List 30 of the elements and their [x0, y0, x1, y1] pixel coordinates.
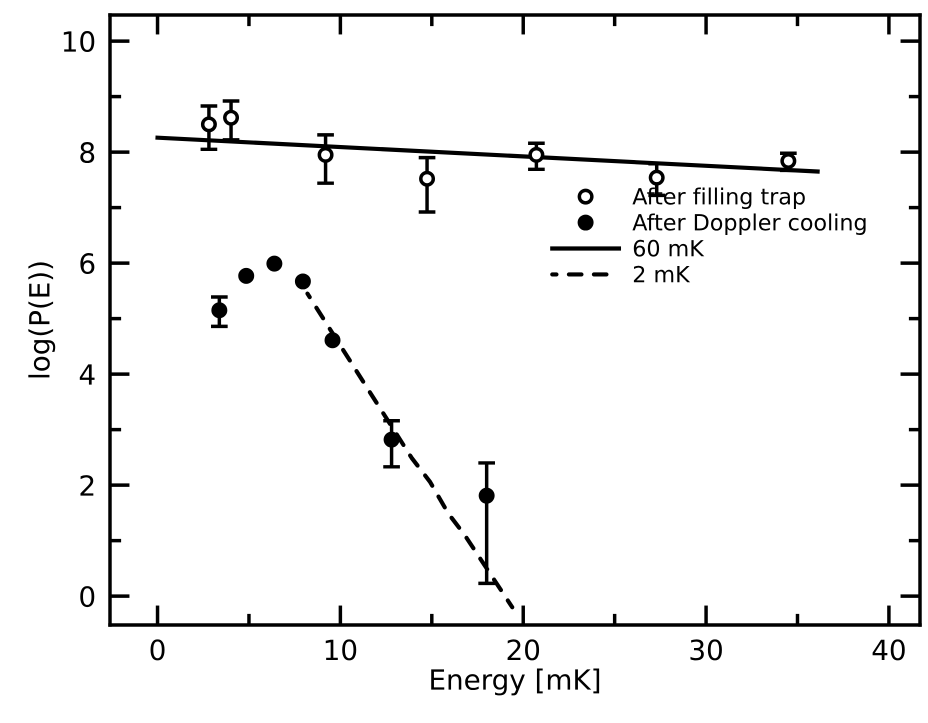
point — [419, 170, 436, 187]
point — [200, 116, 217, 132]
line-series — [305, 292, 514, 610]
y-tick-label: 0 — [80, 586, 94, 608]
point — [478, 488, 495, 504]
y-tick-label: 6 — [80, 253, 94, 274]
point — [648, 170, 665, 186]
x-axis-title: Energy [mK] — [431, 668, 600, 696]
y-tick-label: 4 — [80, 364, 95, 385]
point — [223, 110, 240, 126]
y-tick-label: 10 — [64, 31, 94, 52]
point — [238, 268, 254, 284]
legend-label: After Doppler cooling — [632, 213, 866, 235]
point — [211, 302, 228, 318]
x-tick-label: 0 — [150, 639, 165, 660]
x-tick-label: 10 — [326, 639, 356, 660]
x-tick-label: 40 — [872, 639, 905, 660]
point — [266, 256, 282, 272]
point — [318, 146, 334, 163]
x-tick-label: 20 — [508, 639, 540, 660]
point — [324, 332, 341, 348]
y-axis-title: log(P(E)) — [28, 262, 56, 378]
legend-label: 2 mK — [634, 266, 690, 282]
point — [384, 432, 400, 448]
y-tick-label: 8 — [80, 142, 94, 164]
point — [528, 146, 544, 163]
x-tick-label: 30 — [690, 639, 722, 660]
point — [294, 273, 311, 290]
y-tick-label: 2 — [80, 475, 94, 496]
legend-label: 60 mK — [634, 240, 704, 257]
